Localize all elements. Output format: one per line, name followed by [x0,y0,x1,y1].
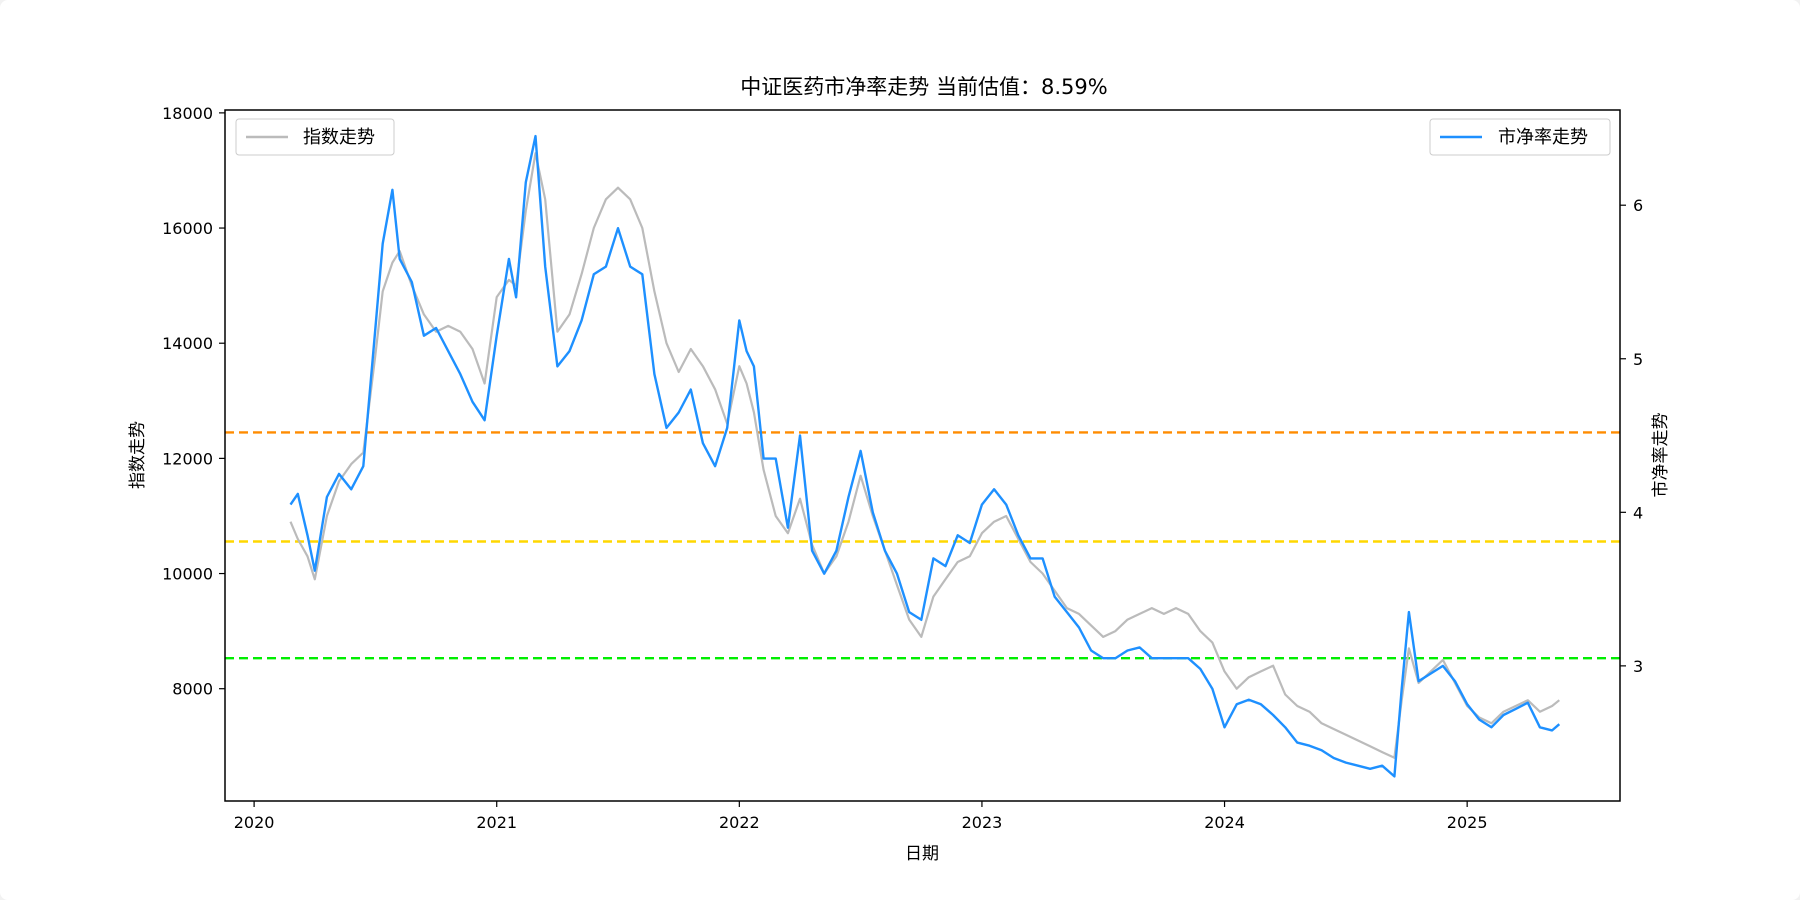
legend-right-label: 市净率走势 [1498,127,1588,148]
y-left-tick-label: 10000 [162,565,213,584]
x-tick-label: 2022 [719,813,760,832]
y-left-tick-label: 12000 [162,449,213,468]
index-series-line [289,152,1560,759]
y-right-tick-label: 4 [1633,503,1643,522]
y-axis-left: 8000 10000 12000 14000 16000 18000 [162,104,225,699]
y-left-tick-label: 16000 [162,219,213,238]
legend-right-box [1429,118,1611,156]
y-left-tick-label: 8000 [172,680,213,699]
plot-area [224,109,1621,802]
y-axis-right-label: 市净率走势 [1651,413,1671,498]
reference-lines [225,431,1620,660]
y-axis-left-label: 指数走势 [128,421,148,489]
legend-left: 指数走势 [235,118,395,156]
pb-series-line [289,134,1561,778]
x-axis-label: 日期 [905,844,939,864]
y-axis-right: 3 4 5 6 [1620,196,1643,676]
y-left-tick-label: 14000 [162,334,213,353]
x-tick-label: 2025 [1447,813,1488,832]
legend-left-box [235,118,395,156]
y-right-tick-label: 6 [1633,196,1643,215]
x-axis: 2020 2021 2022 2023 2024 2025 [234,801,1488,832]
legend-right: 市净率走势 [1429,118,1611,156]
x-tick-label: 2020 [234,813,275,832]
legend-left-label: 指数走势 [303,127,375,148]
y-right-tick-label: 3 [1633,657,1643,676]
x-tick-label: 2024 [1204,813,1245,832]
series-layer [289,134,1561,778]
y-left-tick-label: 18000 [162,104,213,123]
x-tick-label: 2021 [476,813,517,832]
chart-title: 中证医药市净率走势 当前估值：8.59% [740,75,1107,99]
y-right-tick-label: 5 [1633,350,1643,369]
x-tick-label: 2023 [962,813,1003,832]
